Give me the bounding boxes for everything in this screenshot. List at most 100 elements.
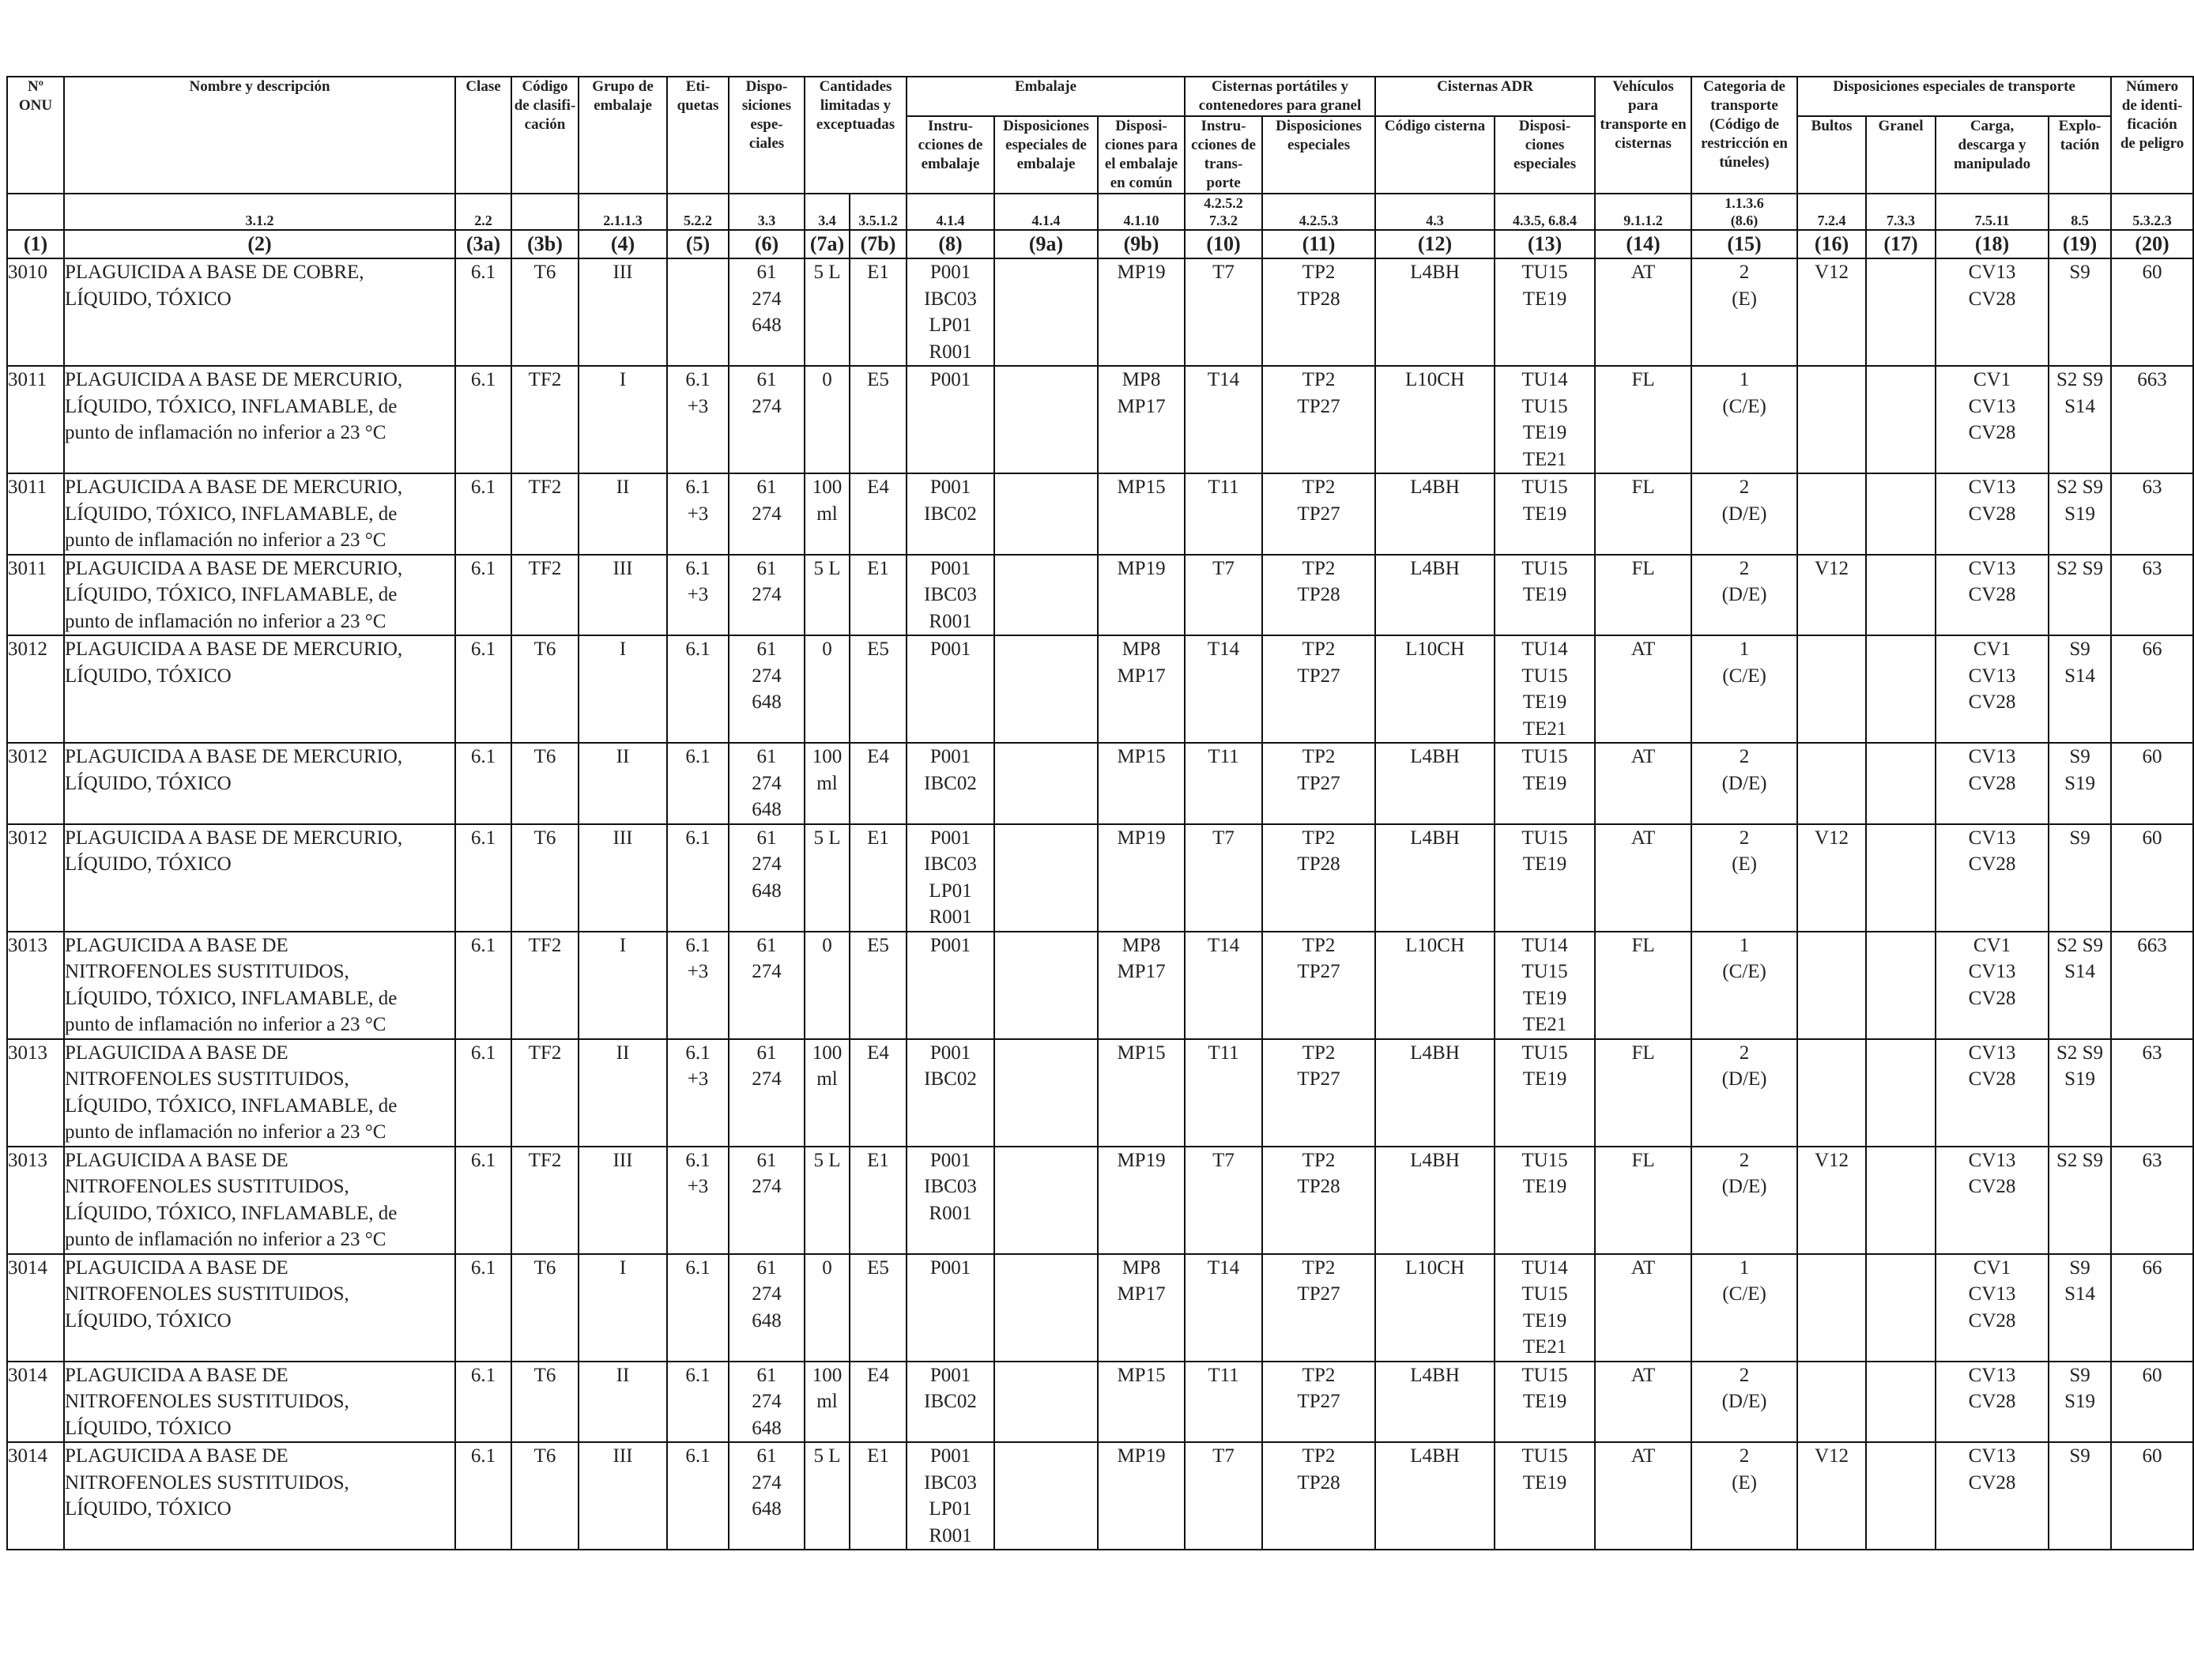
cell-line: TU14 [1521,1256,1568,1279]
cell-packing-instructions: P001 [906,1252,996,1362]
column-number: (7a) [804,229,850,259]
cell-bulk [1865,258,1937,367]
table-row: 3011 PLAGUICIDA A BASE DE MERCURIO, LÍQUID… [6,365,2194,474]
cell-line: TP2 [1302,1042,1336,1064]
header-packing-instructions: Instru-cciones de embalaje [906,115,996,194]
cell-line: TU15 [1521,1364,1568,1386]
cell-line: (E) [1732,1471,1757,1494]
cell-classification-code: T6 [511,1360,579,1443]
cell-packing-group: III [578,823,668,932]
header-line: (8.6) [1730,213,1759,228]
cell-line: +3 [687,503,709,525]
cell-line: TP27 [1297,772,1340,794]
cell-transport-category: 2 (D/E) [1691,473,1799,556]
cell-special-provisions: 61 274 648 [728,823,805,932]
cell-line: CV28 [1968,1309,2016,1332]
cell-transport-category: 1 (C/E) [1691,365,1799,474]
cell-loading: CV13 CV28 [1935,473,2050,556]
cell-packing-group: III [578,258,668,367]
cell-line: 61 [756,1149,777,1171]
cell-line: 2 [1739,1364,1750,1386]
cell-line: 648 [752,1309,782,1332]
cell-line: (C/E) [1722,395,1766,417]
cell-line: 6.1 [685,1149,711,1171]
cell-line: TU14 [1521,369,1568,390]
cell-tank-code: L4BH [1374,473,1496,556]
cell-packages [1796,742,1868,825]
cell-tank-special: TU14 TU15 TE19 TE21 [1494,930,1596,1040]
cell-labels: 6.1 [666,742,729,825]
ref-tank-code: 4.3 [1374,194,1496,231]
cell-line: IBC02 [924,503,977,525]
header-bulk: Granel [1865,115,1937,194]
cell-portable-tank-special: TP2 TP27 [1261,635,1377,744]
cell-line: 0 [822,638,832,660]
cell-portable-tank-special: TP2 TP28 [1261,553,1377,636]
cell-line: 274 [752,584,782,605]
cell-line: 2 [1739,1445,1750,1467]
cell-packing-group: II [578,742,668,825]
cell-labels: 6.1 [666,1441,729,1550]
cell-operation: S9 S14 [2048,1252,2113,1362]
cell-loading: CV13 CV28 [1935,1145,2050,1255]
cell-line: TE19 [1522,853,1567,875]
cell-operation: S9 S19 [2048,742,2113,825]
cell-packing-instructions: P001 IBC03 LP01 R001 [906,823,996,932]
cell-line: R001 [929,906,972,928]
cell-portable-tank-instructions: T7 [1184,823,1264,932]
cell-line: CV28 [1968,691,2016,713]
header-line: contenedores para granel [1198,97,1362,114]
cell-un-number: 3013 [6,1038,65,1147]
cell-line: TP27 [1297,1283,1340,1305]
cell-line: TE19 [1522,691,1567,713]
header-line: el embalaje [1104,156,1178,172]
ref-class: 2.2 [454,194,512,231]
cell-line: (E) [1732,288,1757,310]
cell-line: P001 [929,746,971,767]
cell-line: CV1 [1973,1256,2011,1279]
cell-operation: S2 S9 S14 [2048,930,2113,1040]
cell-class: 6.1 [454,742,512,825]
cell-line: TU15 [1521,262,1568,283]
cell-transport-category: 2 (D/E) [1691,1360,1799,1443]
ref-class-code [511,194,579,231]
cell-line: TU15 [1521,961,1568,982]
cell-mixed-packing: MP15 [1097,1038,1186,1147]
cell-hazard-id: 66 [2110,1252,2194,1362]
header-line: Vehículos [1612,78,1674,95]
header-mixed-packing: Disposi-ciones para el embalaje en común [1097,115,1186,194]
cell-line: PLAGUICIDA A BASE DE MERCURIO, [65,477,403,498]
column-number: (3b) [511,229,579,259]
cell-line: P001 [929,934,971,956]
cell-classification-code: TF2 [511,930,579,1040]
ref-tank-special: 4.3.5, 6.8.4 [1494,194,1596,231]
cell-packing-group: III [578,1441,668,1550]
column-number-row: (1) (2) (3a) (3b) (4) (5) (6) (7a) (7b) (8) (9a) (9… [6,229,2194,259]
cell-line: 2 [1739,262,1750,283]
ref-labels: 5.2.2 [666,194,729,231]
cell-line: ml [816,772,838,794]
cell-line: CV28 [1968,1471,2016,1494]
cell-excepted-quantity: E4 [848,1038,908,1147]
cell-line: 1 [1739,1256,1750,1279]
cell-mixed-packing: MP8 MP17 [1097,930,1186,1040]
cell-packages: V12 [1796,258,1868,367]
ref-operation: 8.5 [2048,194,2113,231]
cell-line: TP28 [1297,1471,1340,1494]
cell-operation: S9 [2048,823,2113,932]
cell-line: 1 [1739,934,1750,956]
cell-classification-code: TF2 [511,553,579,636]
cell-line: 2 [1739,827,1750,849]
cell-line: CV28 [1968,987,2016,1009]
cell-line: TE19 [1522,772,1567,794]
header-line: descarga y [1958,137,2026,153]
table-row: 3012 PLAGUICIDA A BASE DE MERCURIO, LÍQUID… [6,742,2194,825]
cell-special-provisions: 61 274 [728,930,805,1040]
cell-packing-instructions: P001 [906,365,996,474]
header-un-number: Nº ONU [6,76,65,194]
header-line: quetas [677,97,719,114]
cell-un-number: 3014 [6,1360,65,1443]
cell-line: 2 [1739,557,1750,579]
cell-tank-special: TU14 TU15 TE19 TE21 [1494,635,1596,744]
cell-labels: 6.1 +3 [666,1145,729,1255]
